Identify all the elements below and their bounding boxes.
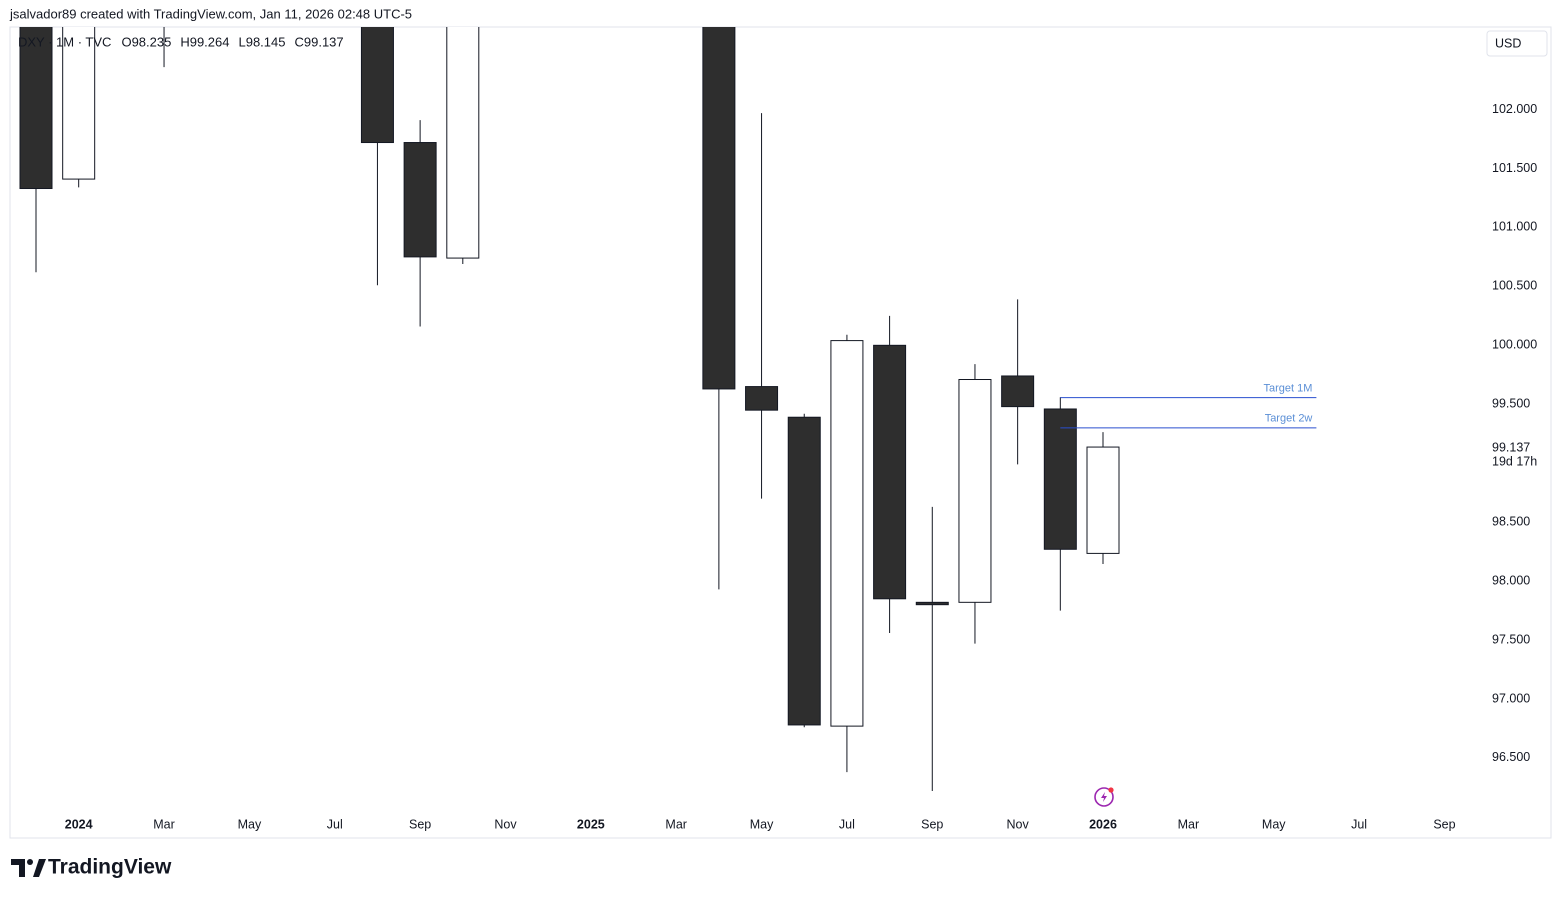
candle-body (446, 27, 480, 259)
y-tick-label: 102.000 (1492, 102, 1537, 116)
x-tick-label: Jul (327, 817, 343, 831)
y-tick-label: 98.000 (1492, 573, 1530, 587)
countdown: 19d 17h (1492, 454, 1537, 468)
candle-body (745, 386, 779, 411)
candle-body (873, 344, 907, 600)
y-tick-label: 99.500 (1492, 397, 1530, 411)
y-tick-label: 96.500 (1492, 750, 1530, 764)
x-tick-label: Jul (1351, 817, 1367, 831)
legend-value: 98.145 (246, 34, 286, 49)
candle-body (1086, 446, 1120, 554)
x-tick-label: Sep (1433, 817, 1455, 831)
candle-body (62, 27, 96, 180)
price-label: 99.137 (1492, 440, 1530, 454)
symbol: DXY · 1M · TVC (18, 34, 111, 49)
candle-body (787, 416, 821, 726)
x-tick-label: May (1262, 817, 1286, 831)
events-icon[interactable] (1094, 787, 1114, 807)
currency[interactable]: USD (1495, 36, 1521, 50)
x-tick-label: May (238, 817, 262, 831)
candle-body (19, 27, 53, 190)
x-tick-label: Mar (665, 817, 687, 831)
chart-frame (9, 26, 1552, 839)
x-tick-label: Jul (839, 817, 855, 831)
y-tick-label: 101.000 (1492, 220, 1537, 234)
plot-area (19, 27, 1317, 791)
brand-name: TradingView (48, 856, 172, 879)
x-tick-label: Sep (409, 817, 431, 831)
candle-body (360, 27, 394, 144)
x-tick-label: Mar (1178, 817, 1200, 831)
legend-key: H (180, 34, 189, 49)
y-tick-label: 98.500 (1492, 514, 1530, 528)
x-tick-label: 2025 (577, 817, 605, 831)
target-label: Target 1M (1263, 383, 1312, 395)
x-tick-label: May (750, 817, 774, 831)
candle-body (1001, 375, 1035, 408)
legend-key: O (121, 34, 131, 49)
legend-value: 99.264 (190, 34, 230, 49)
legend: DXY · 1M · TVC O 98.235 H 99.264 L 98.145 C 99.… (18, 34, 344, 49)
x-tick-label: Mar (153, 817, 175, 831)
brand-logo (11, 859, 46, 877)
legend-value: 99.137 (304, 34, 344, 49)
legend-value: 98.235 (132, 34, 172, 49)
attribution: jsalvador89 created with TradingView.com… (9, 6, 412, 21)
candle-body (702, 27, 736, 390)
y-tick-label: 97.000 (1492, 691, 1530, 705)
x-tick-label: Nov (494, 817, 517, 831)
candle-body (1043, 408, 1077, 550)
y-tick-label: 100.500 (1492, 279, 1537, 293)
candle-body (958, 379, 992, 603)
x-tick-label: 2024 (65, 817, 93, 831)
x-tick-label: Nov (1007, 817, 1030, 831)
x-tick-label: Sep (921, 817, 943, 831)
legend-key: C (294, 34, 303, 49)
legend-key: L (238, 34, 245, 49)
y-tick-label: 100.000 (1492, 338, 1537, 352)
y-tick-label: 101.500 (1492, 161, 1537, 175)
x-tick-label: 2026 (1089, 817, 1117, 831)
y-tick-label: 97.500 (1492, 632, 1530, 646)
candle-body (830, 340, 864, 727)
target-label: Target 2w (1265, 413, 1313, 425)
candle-body (403, 142, 437, 258)
candle-body (915, 601, 949, 606)
currency-button[interactable] (1486, 30, 1548, 57)
